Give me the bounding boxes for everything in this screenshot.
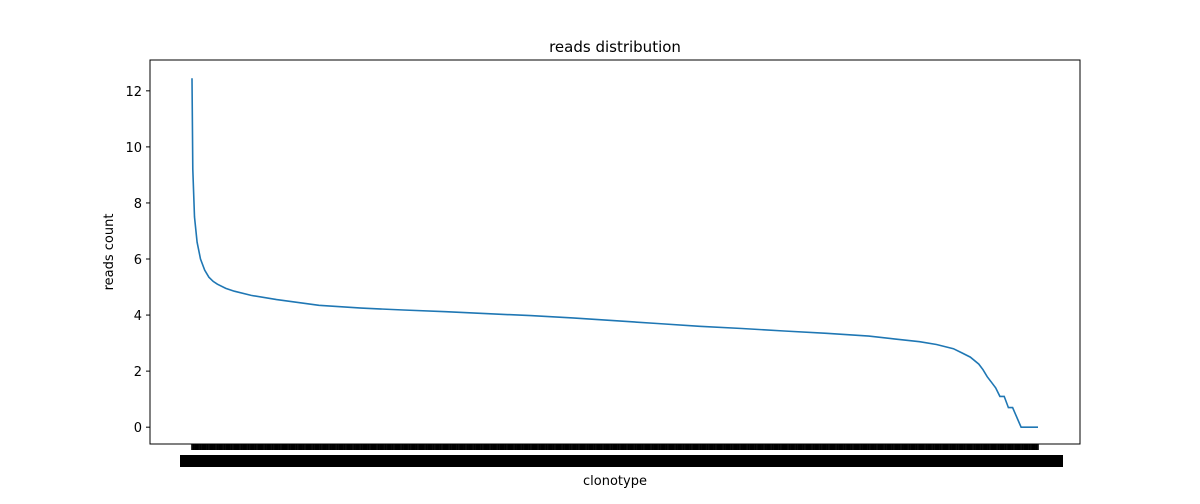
plot-frame [149, 59, 1081, 445]
y-axis-label: reads count [102, 214, 117, 291]
y-tick-label: 0 [134, 421, 142, 436]
y-tick-label: 8 [134, 197, 142, 212]
series-line [191, 78, 1038, 428]
y-tick-label: 12 [125, 85, 142, 100]
x-axis-ticks [180, 444, 1063, 467]
x-tick-labels-overlapping [180, 455, 1063, 467]
chart-title: reads distribution [549, 38, 681, 56]
y-tick-label: 6 [134, 253, 142, 268]
y-tick-label: 10 [125, 141, 142, 156]
series-layer [191, 78, 1038, 428]
y-tick-label: 2 [134, 365, 142, 380]
y-tick-label: 4 [134, 309, 142, 324]
y-axis-ticks: 0 2 4 6 8 10 12 [125, 85, 150, 436]
x-axis-label: clonotype [583, 474, 647, 489]
